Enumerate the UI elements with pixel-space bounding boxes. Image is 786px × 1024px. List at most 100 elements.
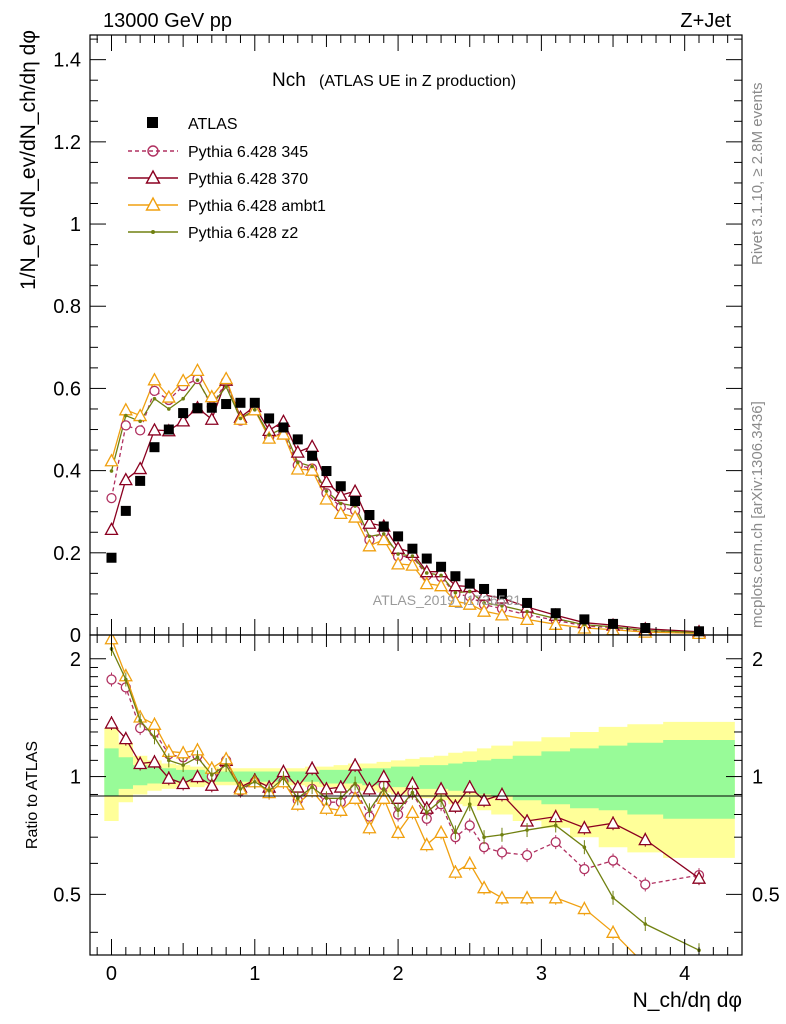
main-point-ambt1 — [333, 505, 348, 520]
ratio-point-z2 — [381, 787, 386, 791]
ratio-point-py370 — [176, 776, 191, 790]
ratio-point-z2 — [338, 796, 343, 801]
main-y-tick-label: 0.6 — [53, 378, 81, 400]
main-point-z2 — [424, 571, 429, 575]
ratio-point-z2 — [353, 781, 357, 786]
main-point-data — [350, 496, 361, 507]
ratio-point-z2 — [424, 810, 429, 815]
ratio-point-z2 — [482, 835, 486, 839]
main-point-py370 — [362, 515, 377, 529]
ratio-point-z2 — [582, 845, 587, 849]
ratio-clipped-series — [104, 635, 707, 955]
x-axis-label: N_ch/dη dφ — [633, 989, 742, 1012]
ratio-point-z2 — [210, 773, 214, 777]
ratio-point-z2 — [439, 798, 443, 803]
ratio-point-z2 — [138, 718, 142, 723]
main-y-axis: 0 0.2 0.4 0.6 0.8 1 1.2 1.4 — [53, 38, 742, 647]
ratio-series-group — [104, 635, 707, 955]
main-point-ambt1 — [405, 557, 420, 571]
main-point-ambt1 — [204, 389, 219, 403]
main-point-data — [249, 397, 260, 408]
ratio-point-py370 — [190, 769, 205, 783]
ratio-point-ambt1 — [376, 790, 391, 804]
x-tick-label: 3 — [536, 963, 547, 985]
main-point-data — [221, 399, 232, 410]
main-point-py345 — [135, 425, 146, 436]
ratio-point-py370 — [104, 715, 119, 729]
ratio-point-py370 — [638, 832, 653, 846]
main-point-z2 — [439, 573, 443, 578]
main-point-py370 — [204, 411, 219, 425]
ratio-point-z2 — [643, 922, 648, 926]
main-point-z2 — [109, 469, 114, 473]
main-point-data — [206, 402, 217, 413]
header-right: Z+Jet — [680, 10, 731, 32]
ratio-point-ambt1 — [348, 790, 363, 804]
main-point-data — [393, 531, 404, 542]
main-point-data — [407, 543, 418, 554]
main-y-tick-label: 1.2 — [53, 132, 81, 154]
main-point-z2 — [252, 407, 257, 412]
main-point-z2 — [410, 554, 415, 558]
side-label-mcplots: mcplots.cern.ch [arXiv:1306.3436] — [749, 401, 766, 628]
main-point-data — [335, 481, 346, 492]
main-point-data — [496, 588, 507, 599]
header-left: 13000 GeV pp — [103, 10, 232, 32]
main-point-data — [307, 450, 318, 461]
ratio-point-ambt1 — [605, 924, 621, 938]
ratio-point-py370 — [362, 781, 377, 795]
main-point-z2 — [167, 407, 171, 411]
ratio-y-axis-label: Ratio to ATLAS — [24, 741, 41, 849]
ratio-y-tick-label-right: 2 — [752, 649, 763, 671]
ratio-point-z2 — [553, 823, 558, 828]
ratio-point-z2 — [367, 808, 372, 813]
x-tick-label: 2 — [393, 963, 404, 985]
main-point-data — [120, 505, 131, 516]
ratio-point-ambt1 — [419, 837, 434, 851]
main-point-ambt1 — [462, 596, 477, 610]
legend-label-370: Pythia 6.428 370 — [188, 171, 308, 188]
ratio-point-ambt1 — [577, 901, 592, 915]
main-point-z2 — [467, 589, 472, 594]
main-y-tick-label: 1 — [70, 214, 81, 236]
main-point-z2 — [310, 464, 314, 469]
main-point-ambt1 — [348, 509, 363, 523]
ratio-point-ambt1 — [176, 745, 191, 759]
legend-label-ambt1: Pythia 6.428 ambt1 — [188, 198, 326, 215]
main-point-data — [364, 510, 375, 520]
main-point-py370 — [133, 461, 148, 475]
main-point-py370 — [476, 587, 492, 601]
ratio-point-py345 — [106, 674, 117, 685]
ratio-point-z2 — [181, 763, 185, 767]
ratio-point-z2 — [295, 796, 300, 801]
ratio-point-ambt1 — [476, 880, 492, 894]
legend-marker-345 — [147, 145, 159, 157]
main-point-z2 — [324, 489, 329, 493]
ratio-point-ambt1 — [548, 890, 563, 904]
ratio-point-py370 — [476, 792, 492, 806]
main-point-data — [640, 623, 651, 634]
ratio-y-tick-label-right: 0.5 — [752, 884, 780, 906]
main-point-z2 — [224, 384, 228, 389]
ratio-point-z2 — [611, 896, 615, 900]
ratio-point-z2 — [396, 808, 400, 813]
plot-title-sub: (ATLAS UE in Z production) — [319, 73, 516, 90]
ratio-point-ambt1 — [390, 825, 406, 839]
ratio-point-py370 — [691, 870, 707, 884]
main-point-py345 — [120, 420, 131, 431]
ratio-point-py345 — [640, 879, 651, 890]
main-point-data — [235, 397, 246, 408]
ratio-point-py370 — [494, 787, 510, 801]
main-point-ambt1 — [519, 612, 535, 626]
ratio-point-z2 — [267, 788, 271, 793]
main-point-z2 — [295, 460, 300, 465]
ratio-point-py370 — [118, 731, 133, 745]
main-y-axis-label: 1/N_ev dN_ev/dN_ch/dη dφ — [17, 30, 40, 290]
ratio-point-z2 — [453, 830, 458, 835]
ratio-point-py345 — [496, 847, 508, 858]
main-point-data — [149, 442, 160, 453]
ratio-point-z2 — [410, 790, 415, 795]
main-point-py370 — [147, 422, 162, 436]
main-point-z2 — [482, 601, 486, 605]
